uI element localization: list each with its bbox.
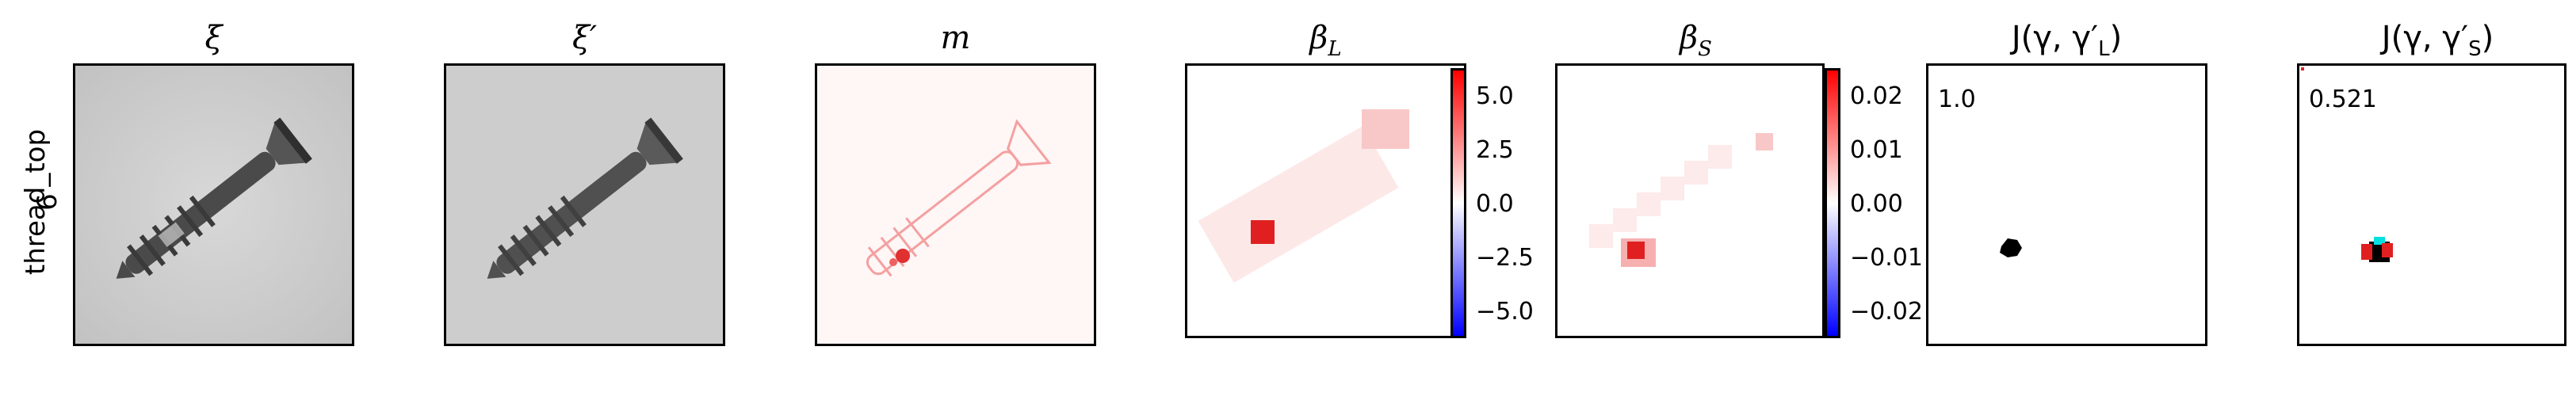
image-jaccard-l <box>1926 63 2207 346</box>
screw-image-original <box>75 66 352 344</box>
panel-title-m: m <box>940 20 971 56</box>
panel-title-jaccard-l: J(γ, γ′L) <box>2011 20 2123 61</box>
panel-title-beta-s: βS <box>1680 20 1712 61</box>
colorbar-l-tick: −2.5 <box>1476 244 1534 272</box>
jaccard-s-mask <box>2299 66 2564 344</box>
colorbar-beta-s <box>1825 68 1840 338</box>
colorbar-l-tick: 5.0 <box>1476 82 1514 110</box>
beta-s-map <box>1557 66 1822 336</box>
colorbar-l-tick: −5.0 <box>1476 298 1534 326</box>
colorbar-l-tick: 0.0 <box>1476 190 1514 218</box>
beta-l-map <box>1187 66 1464 336</box>
row-label-index: 6 <box>32 193 63 211</box>
panel-title-jaccard-s: J(γ, γ′S) <box>2381 20 2494 61</box>
jaccard-l-score: 1.0 <box>1938 86 1976 113</box>
colorbar-s-tick: 0.00 <box>1850 190 1903 218</box>
colorbar-l-tick: 2.5 <box>1476 136 1514 164</box>
image-beta-s <box>1555 63 1825 338</box>
row-label: thread_top 6 <box>0 0 71 396</box>
image-reconstruction <box>444 63 725 346</box>
image-difference-map <box>815 63 1096 346</box>
screw-image-reconstruction <box>446 66 723 344</box>
colorbar-s-tick: −0.02 <box>1850 298 1923 326</box>
colorbar-s-tick: 0.02 <box>1850 82 1903 110</box>
jaccard-s-score: 0.521 <box>2309 86 2377 113</box>
colorbar-s-tick: −0.01 <box>1850 244 1923 272</box>
panel-title-xi: ξ <box>204 20 223 56</box>
image-beta-l <box>1185 63 1466 338</box>
panel-title-beta-l: βL <box>1309 20 1342 61</box>
jaccard-l-mask <box>1928 66 2205 344</box>
difference-map <box>817 66 1094 344</box>
image-jaccard-s <box>2297 63 2566 346</box>
panel-title-xi-prime: ξ′ <box>571 20 598 56</box>
colorbar-beta-l <box>1450 68 1466 338</box>
image-original <box>73 63 354 346</box>
colorbar-s-tick: 0.01 <box>1850 136 1903 164</box>
